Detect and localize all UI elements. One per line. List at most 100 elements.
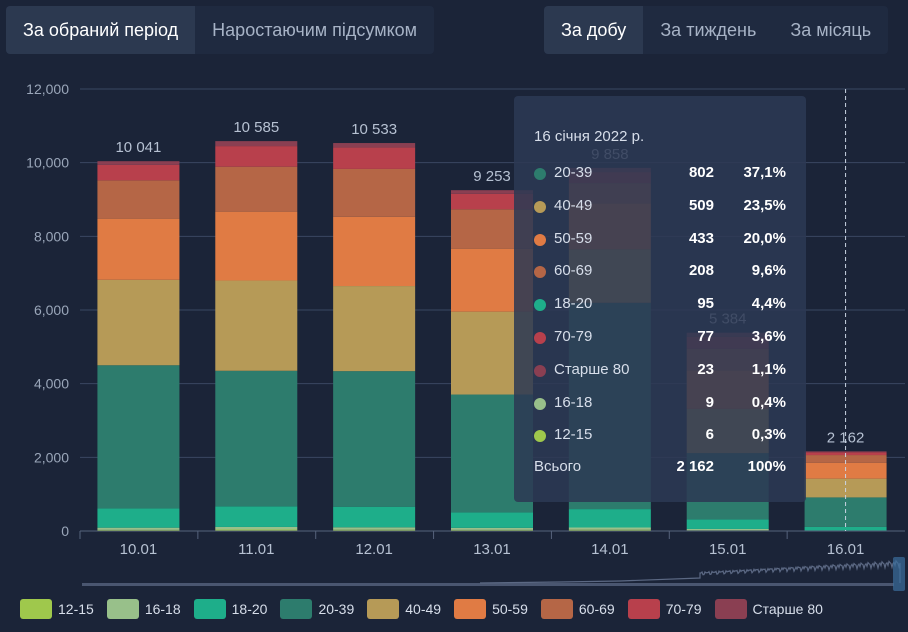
bar-total-label: 9 253 [473, 168, 511, 185]
tab-monthly[interactable]: За місяць [790, 20, 872, 40]
y-tick-label: 0 [61, 523, 69, 539]
tooltip-row-value: 433 [688, 229, 714, 247]
legend-item[interactable]: Старше 80 [714, 599, 823, 619]
y-tick-label: 2,000 [34, 449, 69, 465]
tooltip-row-value: 6 [705, 426, 714, 444]
legend-swatch [540, 599, 573, 619]
bar-segment [451, 527, 533, 530]
bar-segment [451, 190, 533, 194]
tooltip-row-value: 95 [697, 295, 714, 313]
bar-segment [333, 143, 416, 148]
series-color-dot [534, 299, 546, 312]
legend-item[interactable]: 20-39 [280, 599, 354, 619]
bar-segment [451, 512, 533, 528]
chart-tooltip: 16 січня 2022 р. 20-39 802 37,1% 40-49 509 23… [514, 96, 806, 502]
legend-swatch [367, 599, 400, 619]
bar-total-label: 2 162 [827, 429, 865, 446]
bar-segment [97, 365, 180, 509]
y-tick-label: 8,000 [34, 228, 69, 244]
tab-cumulative[interactable]: Наростаючим підсумком [212, 20, 418, 40]
y-tick-label: 10,000 [26, 155, 69, 171]
legend-item[interactable]: 18-20 [193, 599, 267, 619]
y-tick-label: 12,000 [26, 81, 69, 97]
x-tick-label: 10.01 [120, 541, 158, 558]
tooltip-row: 70-79 77 3,6% [534, 328, 786, 348]
series-color-dot [534, 332, 546, 344]
tooltip-row: Старше 80 23 1,1% [534, 361, 786, 381]
bar-segment [97, 161, 180, 165]
tooltip-row: 40-49 509 23,5% [534, 197, 786, 217]
bar-segment [97, 279, 180, 366]
y-tick-label: 4,000 [34, 376, 69, 392]
bar-segment [568, 529, 651, 531]
x-tick-label: 11.01 [238, 541, 274, 558]
legend-label: Старше 80 [752, 601, 823, 617]
tab-weekly[interactable]: За тиждень [660, 20, 757, 40]
bar-segment [333, 168, 416, 217]
y-tick-label: 6,000 [34, 302, 69, 318]
bar-segment [215, 506, 298, 527]
bar-segment [333, 529, 416, 531]
legend-item[interactable]: 60-69 [540, 599, 615, 619]
bar-segment [804, 526, 887, 531]
tab-daily[interactable]: За добу [544, 6, 644, 54]
tab-selected-period[interactable]: За обраний період [6, 6, 196, 54]
bar-segment [333, 147, 416, 169]
tooltip-row-label: 50-59 [554, 229, 593, 247]
x-tick-label: 12.01 [355, 541, 393, 558]
tooltip-row-percent: 0,4% [751, 393, 786, 411]
tooltip-row-label: 70-79 [554, 328, 593, 345]
bar-segment [333, 286, 416, 372]
bar-segment [97, 164, 180, 181]
tooltip-row-percent: 9,6% [751, 262, 786, 280]
tooltip-row-percent: 23,5% [743, 196, 786, 214]
tooltip-row-percent: 1,1% [751, 360, 786, 378]
bar-segment [215, 280, 298, 371]
series-color-dot [534, 168, 546, 180]
tooltip-title: 16 січня 2022 р. [534, 128, 645, 145]
legend-label: 40-49 [405, 601, 442, 617]
legend-item[interactable]: 70-79 [627, 599, 702, 619]
bar-segment [451, 193, 533, 210]
tooltip-row: 16-18 9 0,4% [534, 394, 786, 414]
bar-segment [568, 527, 651, 530]
series-color-dot [534, 430, 546, 443]
bar-segment [215, 529, 298, 531]
tooltip-total-label: Всього [534, 458, 582, 475]
tooltip-row-label: 16-18 [554, 393, 593, 411]
bar-total-label: 10 533 [351, 121, 397, 138]
bar-segment [215, 211, 298, 281]
bar-total-label: 10 041 [115, 139, 161, 156]
legend-swatch [20, 599, 52, 619]
legend-label: 60-69 [578, 601, 615, 617]
bar-total-label: 10 585 [233, 119, 279, 136]
legend-swatch [454, 599, 487, 619]
legend-swatch [193, 599, 226, 619]
legend-item[interactable]: 16-18 [106, 599, 181, 619]
legend-item[interactable]: 50-59 [454, 599, 528, 619]
legend-item[interactable]: 40-49 [367, 599, 441, 619]
tooltip-row: 50-59 433 20,0% [534, 230, 786, 250]
tooltip-row-label: 40-49 [554, 196, 593, 214]
legend-label: 16-18 [144, 601, 181, 617]
x-tick-label: 16.01 [827, 541, 865, 558]
tooltip-row-value: 9 [705, 393, 714, 411]
series-color-dot [534, 233, 546, 246]
navigator [82, 557, 905, 591]
series-color-dot [534, 266, 546, 279]
series-color-dot [534, 397, 546, 410]
axes: 0 2,000 4,000 6,000 8,000 10,000 12,000 10.01 11… [26, 81, 905, 558]
bar-segment [568, 509, 651, 528]
tooltip-row-label: 18-20 [554, 295, 593, 313]
bar-segment [215, 141, 298, 147]
tooltip-row: 20-39 802 37,1% [534, 164, 786, 184]
tooltip-total-value: 2 162 [676, 458, 714, 475]
tooltip-row-value: 23 [697, 360, 714, 378]
bar-segment [804, 455, 887, 463]
bar-segment [333, 371, 416, 507]
bar-segment [215, 166, 298, 212]
tooltip-row-value: 77 [697, 328, 714, 345]
navigator-series [479, 559, 901, 584]
bar-segment [333, 216, 416, 287]
legend-item[interactable]: 12-15 [20, 599, 94, 619]
